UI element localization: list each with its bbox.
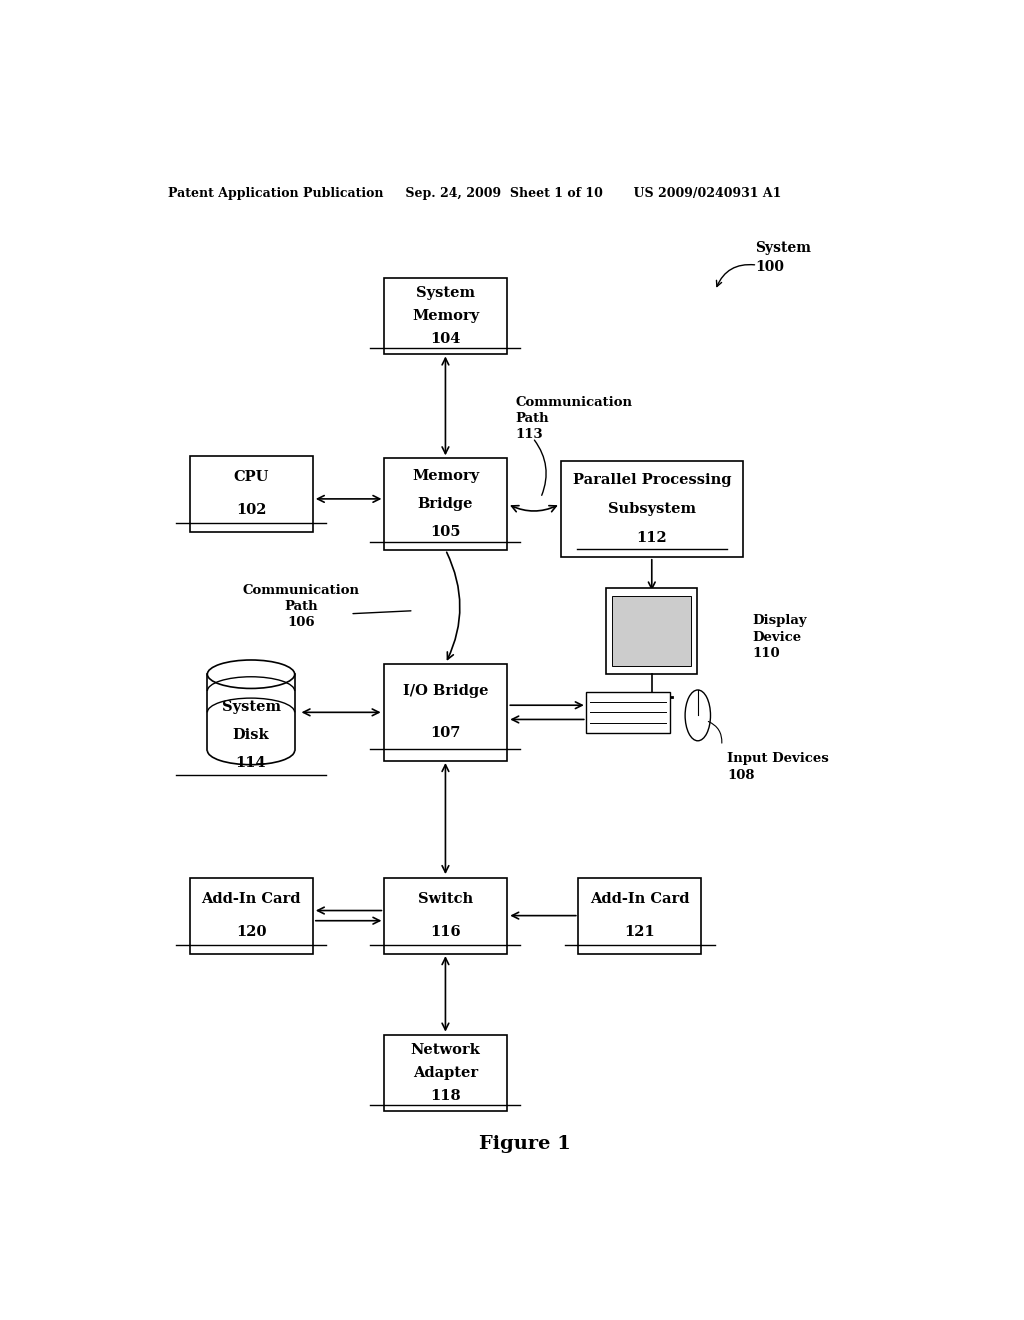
FancyBboxPatch shape [579,878,701,954]
Ellipse shape [685,690,711,741]
Text: 102: 102 [236,503,266,517]
Text: System: System [221,700,281,714]
FancyBboxPatch shape [384,277,507,354]
Text: 105: 105 [430,524,461,539]
Text: System: System [755,240,811,255]
FancyBboxPatch shape [606,587,697,675]
Text: Communication: Communication [515,396,632,409]
FancyBboxPatch shape [612,595,691,667]
Text: Network: Network [411,1043,480,1057]
Ellipse shape [207,660,295,689]
Text: Disk: Disk [232,727,269,742]
Text: Patent Application Publication     Sep. 24, 2009  Sheet 1 of 10       US 2009/02: Patent Application Publication Sep. 24, … [168,187,781,201]
Text: Path: Path [515,412,549,425]
Text: 110: 110 [753,647,780,660]
FancyBboxPatch shape [384,878,507,954]
Text: 121: 121 [625,925,655,940]
Text: CPU: CPU [233,470,268,484]
Text: 112: 112 [636,532,668,545]
Text: 113: 113 [515,429,543,441]
FancyBboxPatch shape [384,664,507,760]
Text: Switch: Switch [418,892,473,906]
Text: Device: Device [753,631,802,644]
Text: 106: 106 [287,616,314,630]
FancyBboxPatch shape [189,878,312,954]
FancyBboxPatch shape [189,455,312,532]
FancyBboxPatch shape [384,458,507,549]
FancyBboxPatch shape [384,1035,507,1111]
Text: 104: 104 [430,333,461,346]
Text: 108: 108 [727,768,755,781]
FancyBboxPatch shape [587,692,670,733]
Text: Figure 1: Figure 1 [479,1135,570,1154]
Text: Memory: Memory [412,309,479,323]
Text: Communication: Communication [243,583,359,597]
Text: Input Devices: Input Devices [727,751,828,764]
Text: System: System [416,286,475,300]
Text: Display: Display [753,614,807,627]
Text: I/O Bridge: I/O Bridge [402,684,488,698]
Text: Parallel Processing: Parallel Processing [572,473,731,487]
Text: Memory: Memory [412,469,479,483]
FancyBboxPatch shape [560,461,743,557]
Text: Add-In Card: Add-In Card [590,892,689,906]
Text: 107: 107 [430,726,461,741]
Text: 120: 120 [236,925,266,940]
Text: Adapter: Adapter [413,1067,478,1080]
Text: Add-In Card: Add-In Card [202,892,301,906]
Text: Bridge: Bridge [418,496,473,511]
Text: 114: 114 [236,756,266,770]
Text: Path: Path [285,601,317,612]
Text: 118: 118 [430,1089,461,1104]
Bar [207,675,295,751]
Text: Subsystem: Subsystem [608,502,695,516]
Text: 116: 116 [430,925,461,940]
Text: 100: 100 [755,260,784,275]
